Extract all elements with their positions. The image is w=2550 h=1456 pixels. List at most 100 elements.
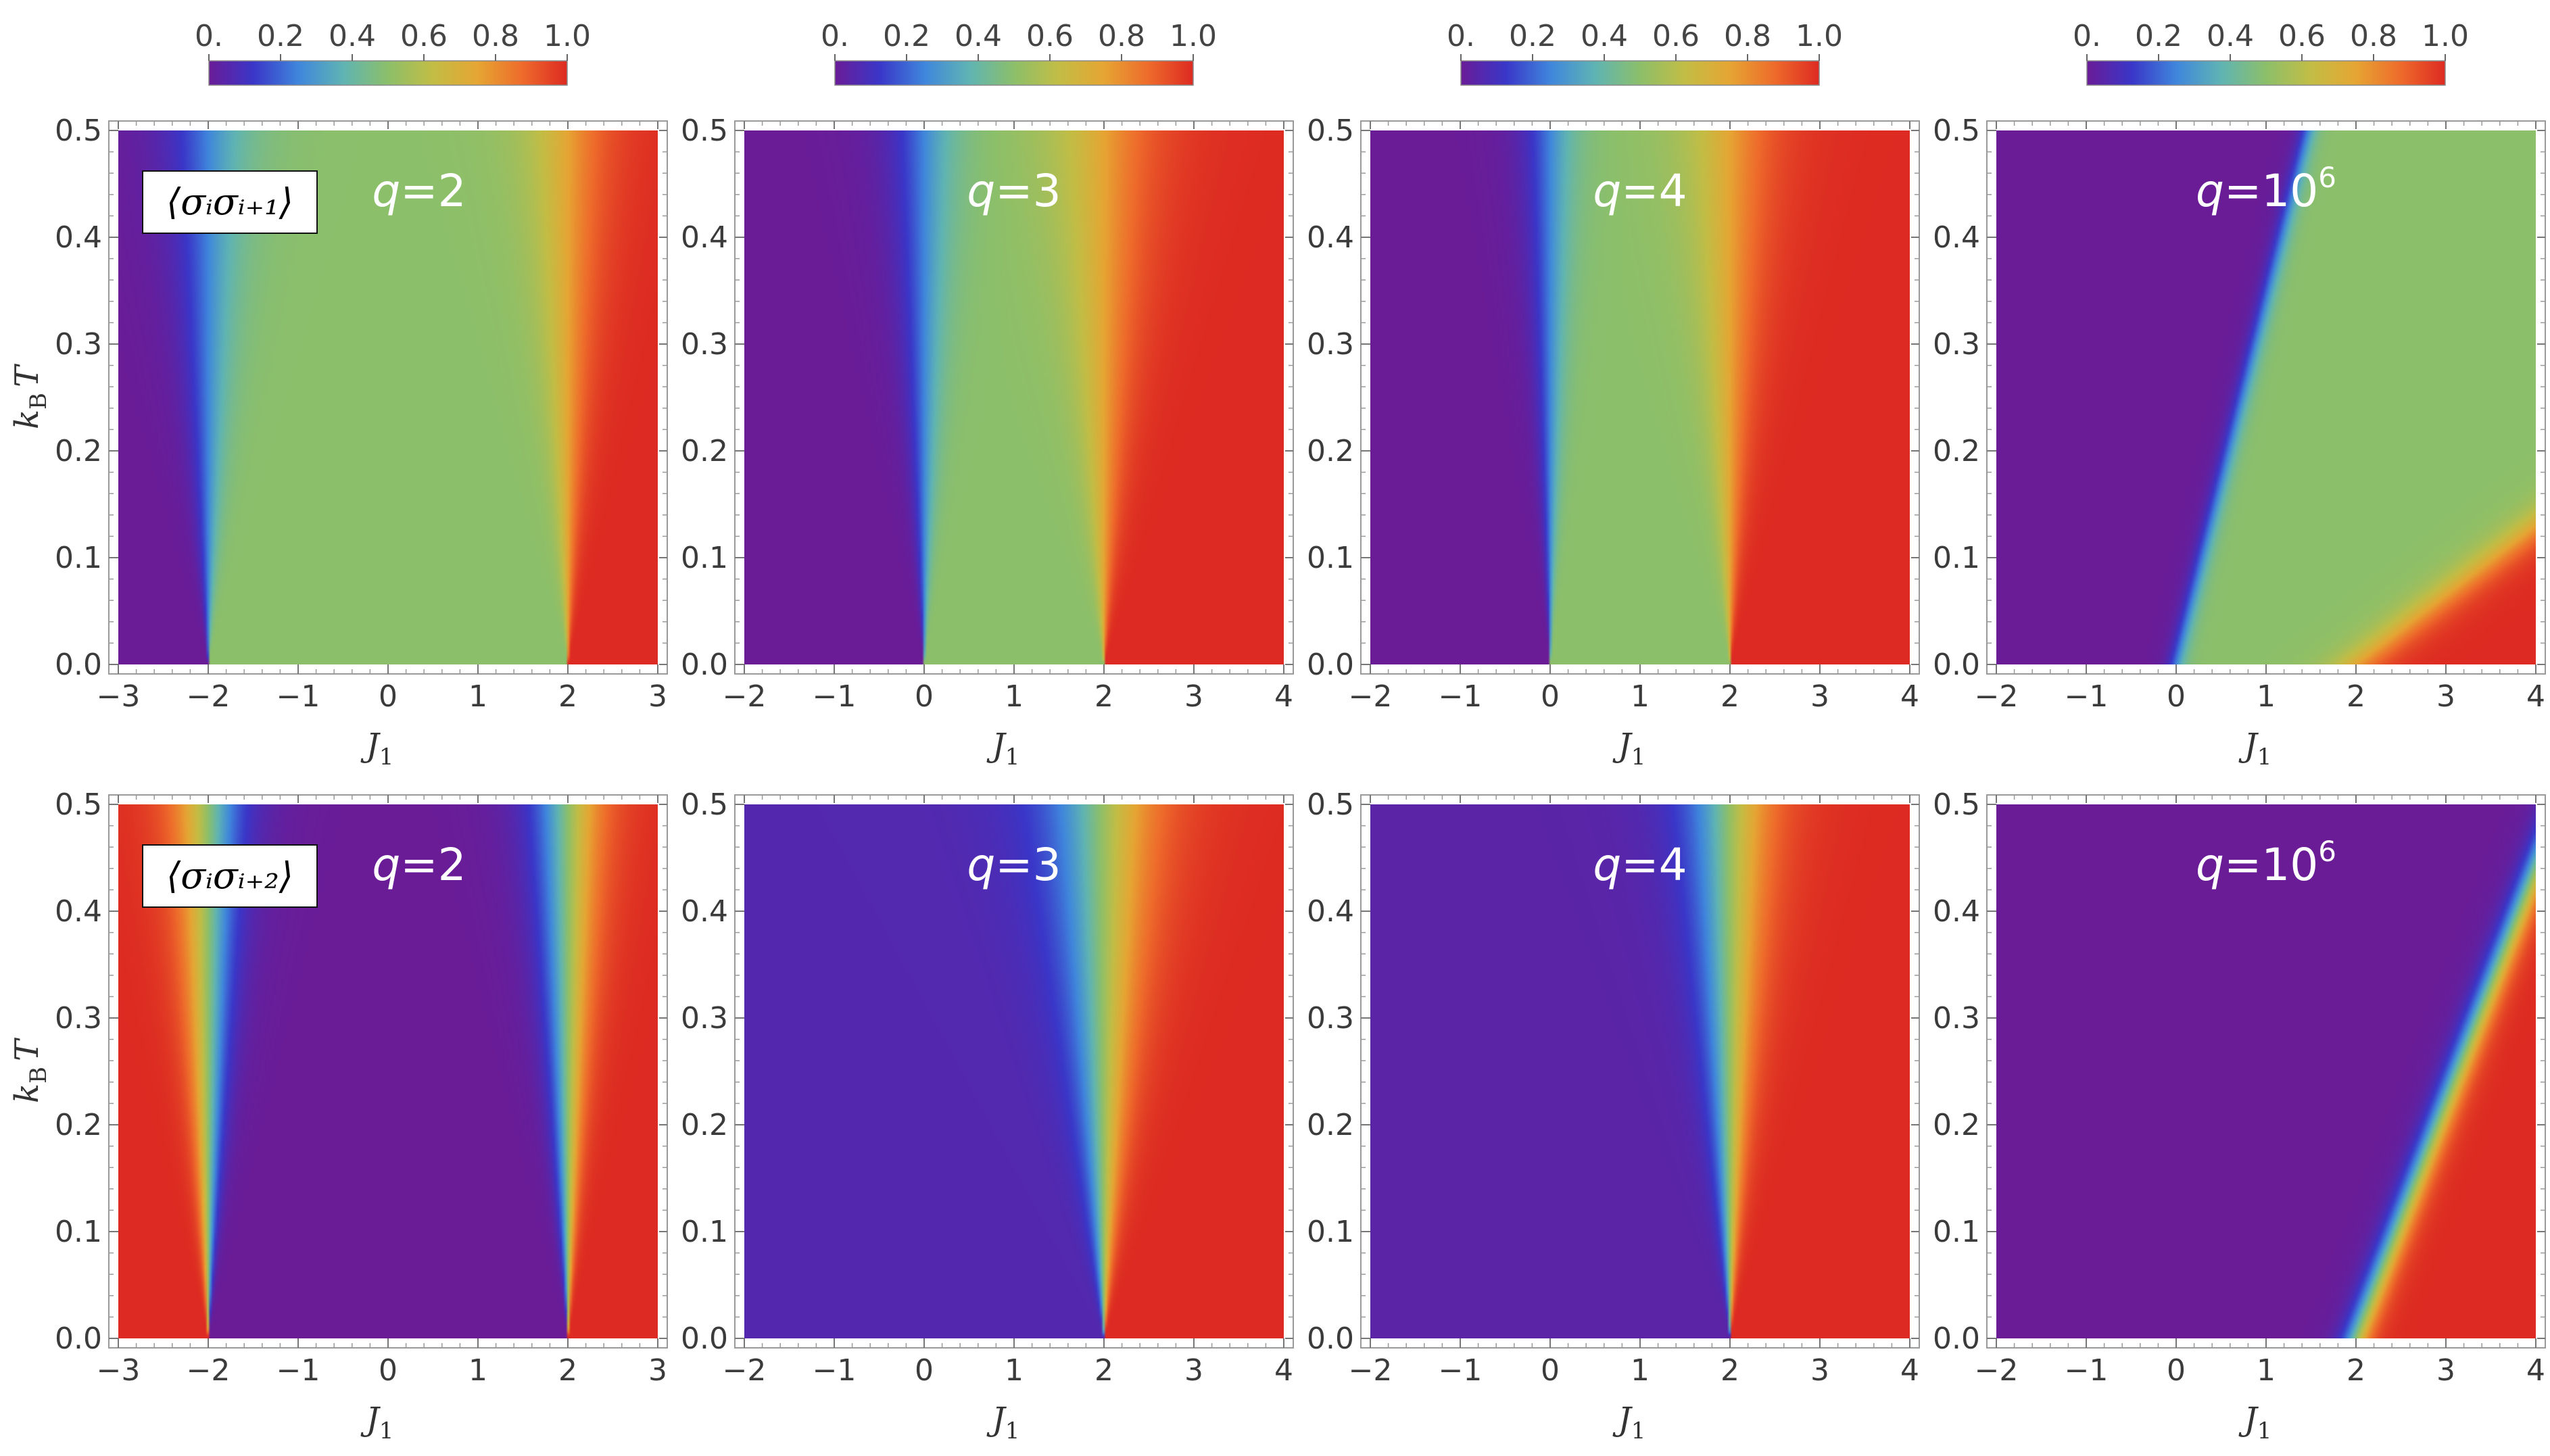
x-tick-label: −2 [1975, 1353, 2019, 1388]
x-tick-label: −1 [813, 1353, 857, 1388]
x-tick-label: 3 [1810, 1353, 1829, 1388]
q-label: q=4 [1593, 839, 1687, 891]
q-label: q=4 [1593, 165, 1687, 217]
x-tick-label: 1 [468, 679, 487, 714]
colorbar-tick-label: 0. [195, 19, 223, 53]
x-tick-label: −2 [1975, 679, 2019, 714]
panel-r1-c2: −2 −1 0 1 2 3 4 0.0 0.1 0.2 0.3 0.4 0.5 J1 q=3 [681, 114, 1294, 771]
y-tick-label: 0.1 [1307, 541, 1354, 575]
colorbar-tick-label: 0.2 [1509, 19, 1556, 53]
colorbar-tick-label: 0. [821, 19, 849, 53]
colorbar-tick-label: 0.6 [2278, 19, 2326, 53]
x-tick-label: 2 [558, 1353, 577, 1388]
colorbar-tick-label: 0.8 [472, 19, 519, 53]
y-tick-label: 0.3 [1307, 327, 1354, 362]
x-tick-label: 1 [2257, 679, 2276, 714]
colorbar-tick-label: 0.8 [1724, 19, 1771, 53]
colorbar-tick-label: 1.0 [2422, 19, 2469, 53]
colorbar-tick-label: 0.4 [329, 19, 376, 53]
heatmap-image [1370, 130, 1910, 664]
panel-r2-c1: −3 −2 −1 0 1 2 3 0.0 0.1 0.2 0.3 0.4 0.5 J1 kBT ⟨σᵢσᵢ₊₂… [8, 787, 668, 1445]
observable-box [142, 844, 318, 908]
y-tick-label: 0.4 [55, 220, 102, 255]
x-tick-label: −1 [2065, 679, 2109, 714]
x-tick-label: −3 [97, 679, 141, 714]
x-tick-label: 0 [1541, 1353, 1560, 1388]
y-tick-label: 0.0 [681, 1321, 728, 1356]
x-axis-label: J1 [360, 727, 394, 771]
y-tick-label: 0.4 [1933, 220, 1980, 255]
x-tick-label: 1 [1631, 1353, 1650, 1388]
y-tick-label: 0.3 [1307, 1001, 1354, 1036]
y-tick-label: 0.2 [681, 1108, 728, 1142]
colorbar-tick-label: 0.6 [1026, 19, 1074, 53]
colorbar-1: 0. 0.2 0.4 0.6 0.8 1.0 [195, 19, 591, 86]
y-tick-label: 0.5 [681, 787, 728, 822]
y-tick-label: 0.3 [55, 327, 102, 362]
x-tick-label: 2 [1094, 679, 1113, 714]
x-tick-label: 4 [1274, 1353, 1293, 1388]
y-tick-label: 0.0 [1307, 1321, 1354, 1356]
y-tick-label: 0.1 [55, 1215, 102, 1249]
panel-r2-c2: −2 −1 0 1 2 3 4 0.0 0.1 0.2 0.3 0.4 0.5 J1 q=3 [681, 787, 1294, 1445]
colorbar-tick-label: 0.8 [1098, 19, 1145, 53]
observable-label: ⟨σᵢσᵢ₊₁⟩ [166, 180, 293, 223]
colorbar-tick-label: 0.4 [2207, 19, 2254, 53]
x-axis-label: J1 [986, 727, 1020, 771]
x-tick-label: 3 [2436, 679, 2455, 714]
x-tick-label: 3 [648, 1353, 667, 1388]
colorbar-gradient [2086, 60, 2446, 86]
x-tick-label: 4 [2526, 1353, 2545, 1388]
y-tick-label: 0.1 [681, 541, 728, 575]
panel-r1-c1: −3 −2 −1 0 1 2 3 0.0 0.1 0.2 0.3 0.4 0.5 J1 kBT ⟨σᵢσᵢ₊₁… [8, 114, 668, 771]
x-tick-label: 0 [915, 1353, 934, 1388]
x-tick-label: −1 [276, 1353, 320, 1388]
y-tick-label: 0.5 [55, 114, 102, 148]
x-tick-label: −2 [723, 679, 767, 714]
panel-r1-c4: −2 −1 0 1 2 3 4 0.0 0.1 0.2 0.3 0.4 0.5 J1 q=106 [1933, 114, 2546, 771]
y-tick-label: 0.0 [1933, 648, 1980, 682]
y-tick-label: 0.2 [55, 1108, 102, 1142]
x-axis-label: J1 [1612, 1401, 1646, 1445]
q-label: q=106 [2196, 835, 2336, 891]
x-tick-label: 3 [1810, 679, 1829, 714]
x-tick-label: 2 [1094, 1353, 1113, 1388]
x-axis-label: J1 [360, 1401, 394, 1445]
y-tick-label: 0.1 [681, 1215, 728, 1249]
y-tick-label: 0.0 [1307, 648, 1354, 682]
y-tick-label: 0.1 [55, 541, 102, 575]
x-tick-label: 1 [1005, 679, 1024, 714]
y-tick-label: 0.5 [1307, 114, 1354, 148]
q-label: q=106 [2196, 161, 2336, 217]
y-tick-label: 0.0 [55, 1321, 102, 1356]
y-tick-label: 0.4 [1307, 220, 1354, 255]
panels: −3 −2 −1 0 1 2 3 0.0 0.1 0.2 0.3 0.4 0.5 J1 kBT ⟨σᵢσᵢ₊₁… [8, 114, 2546, 1445]
x-tick-label: −2 [1349, 679, 1393, 714]
panel-r1-c3: −2 −1 0 1 2 3 4 0.0 0.1 0.2 0.3 0.4 0.5 J1 q=4 [1307, 114, 1920, 771]
y-tick-label: 0.3 [1933, 1001, 1980, 1036]
y-axis-label: kBT [8, 1038, 52, 1103]
colorbar-tick-label: 0. [2073, 19, 2101, 53]
x-tick-label: 0 [1541, 679, 1560, 714]
y-tick-label: 0.0 [55, 648, 102, 682]
y-tick-label: 0.0 [681, 648, 728, 682]
x-tick-label: 1 [1005, 1353, 1024, 1388]
y-tick-label: 0.4 [1307, 894, 1354, 929]
x-tick-label: 3 [648, 679, 667, 714]
q-label: q=2 [372, 839, 466, 891]
x-tick-label: 2 [558, 679, 577, 714]
y-tick-label: 0.1 [1307, 1215, 1354, 1249]
x-axis-label: J1 [1612, 727, 1646, 771]
colorbar-tick-label: 0.4 [1581, 19, 1628, 53]
y-tick-label: 0.5 [55, 787, 102, 822]
x-tick-label: −3 [97, 1353, 141, 1388]
y-tick-label: 0.3 [681, 327, 728, 362]
heatmap-image [744, 804, 1284, 1338]
y-tick-label: 0.4 [681, 220, 728, 255]
x-tick-label: 1 [1631, 679, 1650, 714]
y-tick-label: 0.0 [1933, 1321, 1980, 1356]
colorbar-tick-label: 0.2 [2135, 19, 2182, 53]
heatmap-image [1996, 130, 2536, 664]
y-tick-label: 0.2 [1933, 434, 1980, 468]
observable-box [142, 170, 318, 234]
